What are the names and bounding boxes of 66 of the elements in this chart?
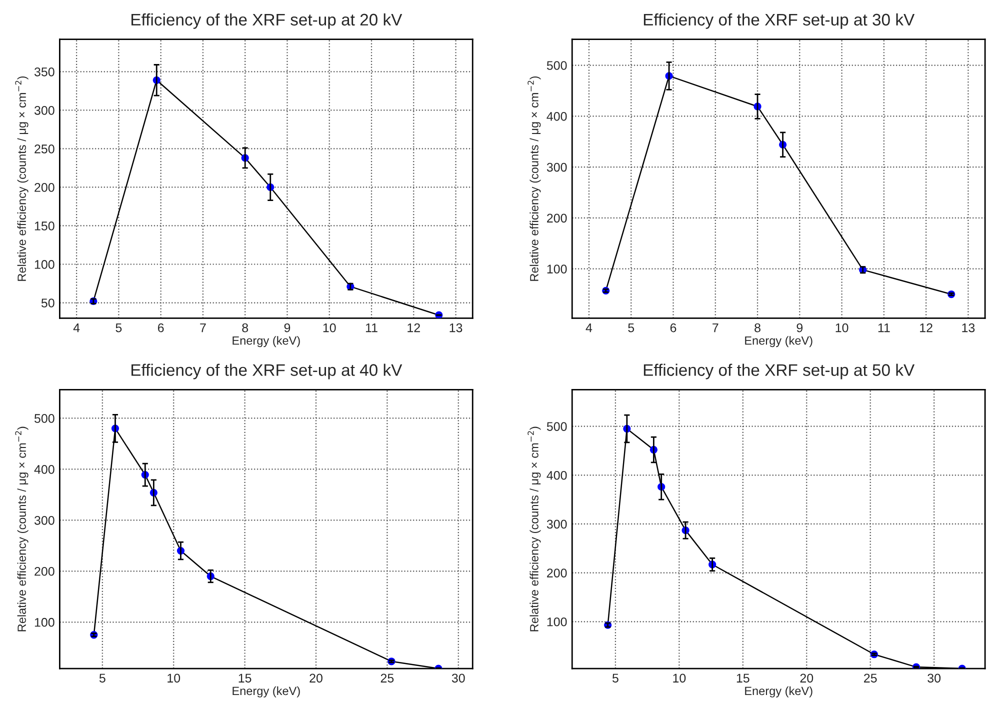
x-tick-label: 7 (200, 323, 206, 332)
y-tick-label: 300 (546, 162, 567, 172)
chart-title: Efficiency of the XRF set-up at 30 kV (644, 13, 915, 29)
x-tick-label: 9 (796, 323, 803, 332)
y-tick-label: 150 (34, 222, 54, 230)
y-tick-label: 100 (547, 264, 567, 274)
x-tick-label: 25 (380, 674, 394, 683)
y-tick-label: 100 (34, 618, 54, 627)
y-tick-label: 200 (547, 568, 567, 578)
x-tick-label: 15 (238, 674, 252, 683)
y-tick-label: 500 (34, 414, 54, 423)
y-tick-label: 50 (41, 298, 54, 308)
y-tick-label: 350 (34, 67, 54, 76)
x-tick-label: 10 (323, 323, 336, 332)
y-axis-title: Relative efficiency (counts / μg × cm$^{−2}$) (15, 76, 28, 281)
x-tick-label: 9 (284, 323, 290, 332)
y-tick-label: 500 (546, 61, 567, 70)
y-tick-label: 100 (547, 617, 567, 626)
x-tick-label: 25 (864, 674, 877, 683)
x-tick-label: 5 (628, 323, 634, 332)
x-tick-label: 8 (754, 323, 760, 332)
x-tick-label: 4 (586, 323, 592, 332)
y-axis-title: Relative efficiency (counts / μg × cm$^{−2}$) (528, 76, 541, 281)
x-axis-title: Energy (keV) (745, 686, 812, 698)
x-tick-label: 11 (878, 323, 890, 332)
chart-title: Efficiency of the XRF set-up at 40 kV (132, 364, 402, 380)
x-tick-label: 8 (242, 323, 248, 332)
x-tick-label: 15 (736, 674, 750, 683)
y-tick-label: 200 (34, 183, 54, 192)
x-tick-label: 4 (73, 323, 80, 332)
x-tick-label: 13 (450, 323, 462, 332)
y-tick-label: 500 (546, 422, 567, 431)
x-tick-label: 30 (928, 674, 941, 683)
x-tick-label: 12 (920, 323, 932, 332)
y-tick-label: 400 (546, 112, 567, 121)
x-tick-label: 11 (366, 323, 378, 332)
y-tick-label: 300 (546, 520, 567, 529)
x-axis-title: Energy (keV) (745, 336, 812, 348)
x-tick-label: 6 (670, 323, 676, 332)
y-tick-label: 400 (34, 465, 54, 474)
y-tick-label: 300 (34, 106, 54, 115)
chart-title: Efficiency of the XRF set-up at 20 kV (132, 13, 402, 29)
x-tick-label: 7 (712, 323, 718, 332)
x-tick-label: 12 (408, 323, 420, 332)
x-axis-title: Energy (keV) (232, 686, 300, 698)
y-axis-title: Relative efficiency (counts / μg × cm$^{−2}$) (528, 426, 541, 632)
x-tick-label: 10 (836, 323, 848, 332)
x-tick-label: 13 (962, 323, 975, 332)
x-tick-label: 5 (612, 674, 618, 683)
x-tick-label: 30 (452, 674, 465, 683)
x-tick-label: 5 (116, 323, 122, 332)
x-tick-label: 20 (800, 674, 814, 683)
y-tick-label: 200 (547, 214, 567, 223)
x-tick-label: 10 (168, 674, 180, 683)
x-tick-label: 6 (158, 323, 164, 332)
x-tick-label: 20 (310, 674, 322, 683)
x-tick-label: 10 (673, 674, 686, 683)
chart-title: Efficiency of the XRF set-up at 50 kV (644, 364, 915, 380)
y-tick-label: 300 (34, 516, 54, 525)
y-tick-label: 400 (546, 470, 567, 480)
x-tick-label: 5 (99, 674, 106, 683)
y-tick-label: 250 (34, 144, 54, 154)
y-tick-label: 200 (34, 566, 54, 576)
x-axis-title: Energy (keV) (232, 336, 300, 348)
y-axis-title: Relative efficiency (counts / μg × cm$^{−2}$) (15, 426, 28, 632)
y-tick-label: 100 (34, 260, 54, 269)
